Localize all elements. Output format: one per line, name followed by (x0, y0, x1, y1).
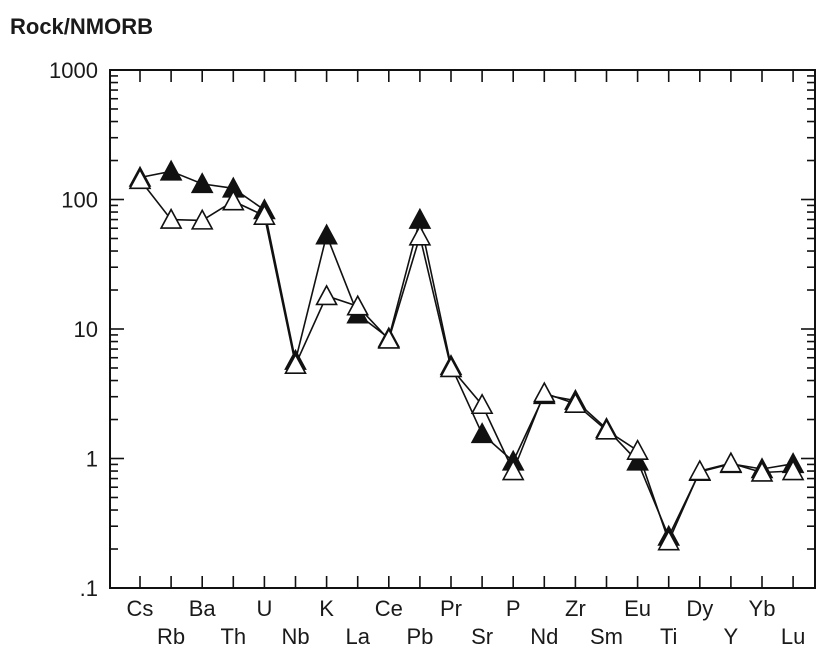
y-tick-label: 100 (61, 188, 98, 213)
series-group (128, 159, 805, 551)
data-point (626, 438, 649, 460)
data-point (408, 224, 432, 246)
y-tick-label: 10 (74, 317, 98, 342)
data-point (190, 172, 214, 194)
data-point (253, 203, 276, 225)
data-point (657, 529, 681, 551)
data-point (439, 356, 463, 378)
x-tick-label-rb: Rb (157, 624, 185, 649)
data-point (750, 460, 774, 482)
data-point (595, 418, 618, 440)
x-tick-label-ti: Ti (660, 624, 678, 649)
x-tick-label-sm: Sm (590, 624, 623, 649)
data-point (346, 294, 370, 316)
data-point (781, 459, 805, 481)
data-point (284, 353, 307, 375)
x-tick-label-yb: Yb (749, 596, 776, 621)
x-tick-label-k: K (319, 596, 334, 621)
series-1 (128, 159, 805, 546)
data-point (128, 168, 152, 190)
x-tick-label-ba: Ba (189, 596, 217, 621)
x-tick-label-pr: Pr (440, 596, 462, 621)
x-tick-label-eu: Eu (624, 596, 651, 621)
data-point (470, 393, 494, 415)
x-tick-label-p: P (506, 596, 521, 621)
x-tick-label-u: U (256, 596, 272, 621)
data-point (688, 459, 712, 481)
series-2 (128, 168, 805, 551)
x-tick-label-lu: Lu (781, 624, 805, 649)
data-point (190, 208, 214, 230)
y-tick-label: 1 (86, 447, 98, 472)
data-point (159, 159, 183, 181)
data-point (532, 381, 556, 403)
x-tick-label-la: La (345, 624, 370, 649)
data-point (377, 327, 401, 349)
x-tick-label-dy: Dy (686, 596, 713, 621)
x-tick-label-ce: Ce (375, 596, 403, 621)
data-point (470, 422, 494, 444)
data-point (564, 392, 587, 413)
data-point (501, 459, 525, 481)
plot-border (109, 69, 816, 589)
x-tick-label-pb: Pb (406, 624, 433, 649)
x-tick-label-zr: Zr (565, 596, 586, 621)
x-tick-label-sr: Sr (471, 624, 493, 649)
data-point (159, 207, 183, 229)
data-point (221, 189, 245, 211)
x-tick-label-th: Th (220, 624, 246, 649)
y-tick-label: 1000 (49, 58, 98, 83)
x-tick-label-y: Y (724, 624, 739, 649)
series-line (139, 179, 794, 544)
y-axis: 1000 100 10 1 .1 (49, 58, 815, 601)
plot-frame (109, 69, 816, 589)
data-point (719, 451, 743, 473)
data-point (315, 223, 338, 245)
data-point (315, 284, 338, 306)
x-tick-label-cs: Cs (127, 596, 154, 621)
x-tick-label-nd: Nd (530, 624, 558, 649)
x-tick-label-nb: Nb (281, 624, 309, 649)
y-tick-label: .1 (80, 576, 98, 601)
chart-title: Rock/NMORB (10, 14, 154, 39)
